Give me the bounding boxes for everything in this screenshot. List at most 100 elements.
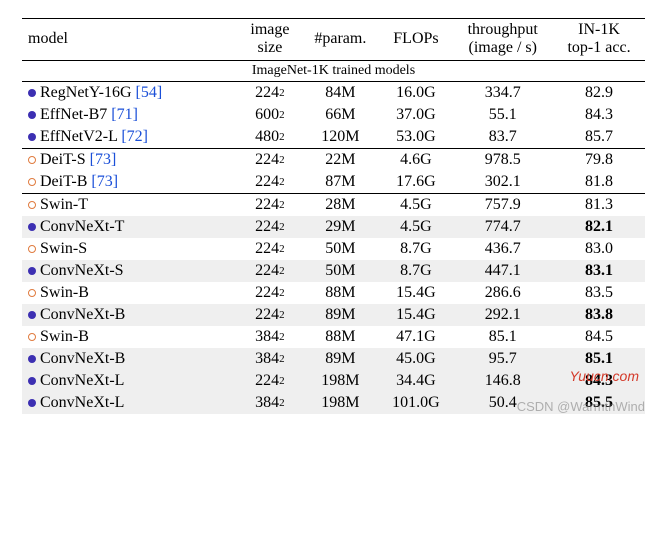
model-cell: Swin-B <box>22 282 239 304</box>
image-size-cell: 3842 <box>239 326 302 348</box>
bullet-icon <box>28 201 36 209</box>
image-size-cell: 2242 <box>239 81 302 104</box>
throughput-cell: 757.9 <box>452 193 553 216</box>
flops-cell: 34.4G <box>380 370 453 392</box>
model-cell: RegNetY-16G [54] <box>22 81 239 104</box>
acc-cell: 84.3 <box>553 104 645 126</box>
acc-cell: 85.5 <box>553 392 645 414</box>
flops-cell: 15.4G <box>380 282 453 304</box>
throughput-cell: 447.1 <box>452 260 553 282</box>
throughput-cell: 95.7 <box>452 348 553 370</box>
model-name: Swin-S <box>40 240 87 257</box>
table-row: EffNet-B7 [71]600266M37.0G55.184.3 <box>22 104 645 126</box>
bullet-icon <box>28 289 36 297</box>
param-cell: 198M <box>301 370 379 392</box>
acc-cell: 81.8 <box>553 171 645 194</box>
cite-link[interactable]: [72] <box>121 128 148 145</box>
model-cell: ConvNeXt-L <box>22 370 239 392</box>
col-image-size: image size <box>239 19 302 61</box>
param-cell: 29M <box>301 216 379 238</box>
bullet-icon <box>28 223 36 231</box>
acc-cell: 83.5 <box>553 282 645 304</box>
acc-cell: 83.1 <box>553 260 645 282</box>
bullet-icon <box>28 245 36 253</box>
throughput-cell: 774.7 <box>452 216 553 238</box>
flops-cell: 4.5G <box>380 193 453 216</box>
flops-cell: 16.0G <box>380 81 453 104</box>
acc-cell: 82.1 <box>553 216 645 238</box>
bullet-icon <box>28 89 36 97</box>
model-name: EffNetV2-L <box>40 128 117 145</box>
acc-cell: 82.9 <box>553 81 645 104</box>
flops-cell: 45.0G <box>380 348 453 370</box>
col-acc: IN-1K top-1 acc. <box>553 19 645 61</box>
model-name: Swin-B <box>40 284 89 301</box>
col-throughput: throughput (image / s) <box>452 19 553 61</box>
cite-link[interactable]: [73] <box>91 173 118 190</box>
model-cell: Swin-B <box>22 326 239 348</box>
model-name: RegNetY-16G <box>40 84 132 101</box>
bullet-icon <box>28 267 36 275</box>
image-size-cell: 3842 <box>239 392 302 414</box>
table-row: DeiT-B [73]224287M17.6G302.181.8 <box>22 171 645 194</box>
table-row: ConvNeXt-L3842198M101.0G50.485.5 <box>22 392 645 414</box>
flops-cell: 8.7G <box>380 260 453 282</box>
param-cell: 88M <box>301 282 379 304</box>
acc-cell: 85.7 <box>553 126 645 149</box>
model-cell: DeiT-B [73] <box>22 171 239 194</box>
model-cell: ConvNeXt-B <box>22 304 239 326</box>
model-cell: EffNet-B7 [71] <box>22 104 239 126</box>
image-size-cell: 2242 <box>239 370 302 392</box>
model-name: DeiT-S <box>40 151 86 168</box>
flops-cell: 15.4G <box>380 304 453 326</box>
model-name: Swin-T <box>40 196 88 213</box>
model-name: ConvNeXt-B <box>40 306 125 323</box>
image-size-cell: 2242 <box>239 304 302 326</box>
model-name: ConvNeXt-L <box>40 394 124 411</box>
image-size-cell: 2242 <box>239 282 302 304</box>
flops-cell: 47.1G <box>380 326 453 348</box>
acc-cell: 85.1 <box>553 348 645 370</box>
table-row: Swin-T224228M4.5G757.981.3 <box>22 193 645 216</box>
model-name: EffNet-B7 <box>40 106 107 123</box>
throughput-cell: 55.1 <box>452 104 553 126</box>
throughput-cell: 286.6 <box>452 282 553 304</box>
param-cell: 89M <box>301 348 379 370</box>
table-row: Swin-S224250M8.7G436.783.0 <box>22 238 645 260</box>
table-row: ConvNeXt-S224250M8.7G447.183.1 <box>22 260 645 282</box>
throughput-cell: 302.1 <box>452 171 553 194</box>
flops-cell: 17.6G <box>380 171 453 194</box>
col-flops: FLOPs <box>380 19 453 61</box>
acc-cell: 84.5 <box>553 326 645 348</box>
bullet-icon <box>28 355 36 363</box>
param-cell: 22M <box>301 148 379 171</box>
acc-cell: 83.8 <box>553 304 645 326</box>
acc-cell: 79.8 <box>553 148 645 171</box>
bullet-icon <box>28 311 36 319</box>
param-cell: 50M <box>301 260 379 282</box>
table-row: ConvNeXt-B384289M45.0G95.785.1 <box>22 348 645 370</box>
table-row: Swin-B384288M47.1G85.184.5 <box>22 326 645 348</box>
throughput-cell: 85.1 <box>452 326 553 348</box>
flops-cell: 37.0G <box>380 104 453 126</box>
cite-link[interactable]: [54] <box>136 84 163 101</box>
throughput-cell: 436.7 <box>452 238 553 260</box>
cite-link[interactable]: [71] <box>111 106 138 123</box>
model-name: DeiT-B <box>40 173 87 190</box>
model-name: ConvNeXt-L <box>40 372 124 389</box>
param-cell: 28M <box>301 193 379 216</box>
bullet-icon <box>28 178 36 186</box>
param-cell: 89M <box>301 304 379 326</box>
model-cell: ConvNeXt-S <box>22 260 239 282</box>
model-name: ConvNeXt-S <box>40 262 124 279</box>
image-size-cell: 2242 <box>239 148 302 171</box>
bullet-icon <box>28 399 36 407</box>
param-cell: 66M <box>301 104 379 126</box>
cite-link[interactable]: [73] <box>90 151 117 168</box>
col-model: model <box>22 19 239 61</box>
bullet-icon <box>28 377 36 385</box>
flops-cell: 4.6G <box>380 148 453 171</box>
model-cell: ConvNeXt-T <box>22 216 239 238</box>
throughput-cell: 146.8 <box>452 370 553 392</box>
model-cell: Swin-S <box>22 238 239 260</box>
